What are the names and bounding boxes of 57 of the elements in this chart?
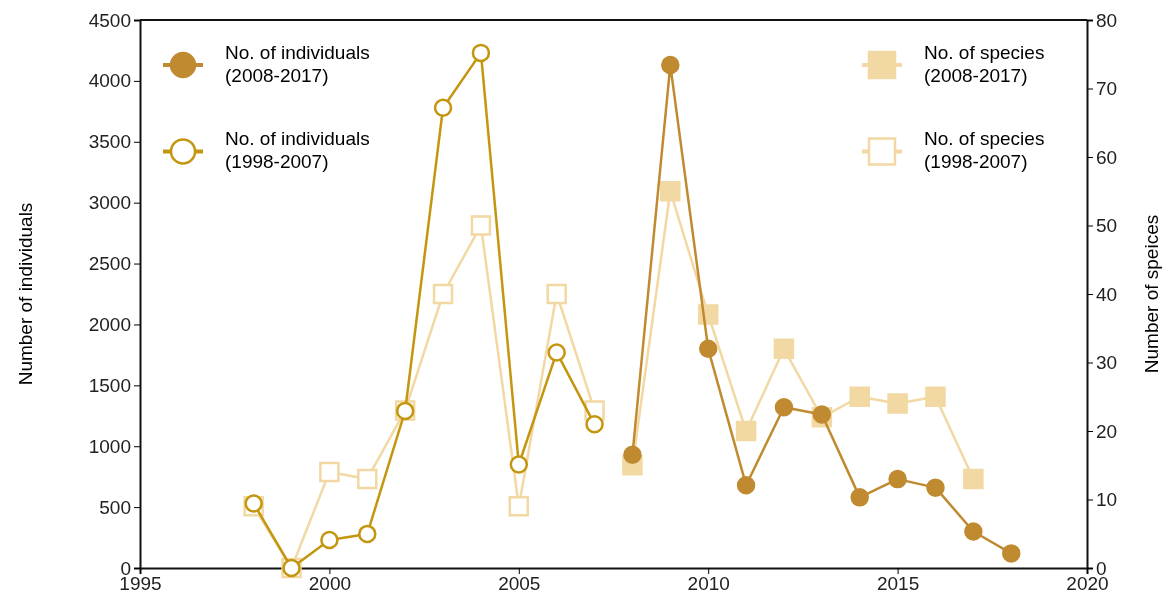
- point: [547, 343, 566, 362]
- point: [964, 522, 983, 541]
- y2-tick-label: 30: [1096, 352, 1118, 374]
- y-tick-label: 1000: [88, 435, 131, 457]
- y2-tick-label: 40: [1096, 283, 1118, 305]
- point: [888, 469, 907, 489]
- x-tick-label: 2015: [876, 573, 920, 595]
- x-tick-label: 2005: [498, 573, 541, 595]
- point: [546, 283, 567, 305]
- y2-axis-title: Number of speices: [1141, 214, 1162, 374]
- y-tick-label: 4500: [88, 9, 131, 31]
- point: [585, 415, 604, 434]
- point: [509, 455, 529, 474]
- legend-label: No. of individuals (1998-2007): [225, 128, 370, 173]
- point: [433, 98, 453, 117]
- point: [926, 478, 945, 497]
- y2-tick-label: 80: [1096, 9, 1118, 31]
- point: [849, 386, 870, 407]
- point: [319, 461, 340, 483]
- point: [432, 283, 454, 305]
- point: [736, 475, 756, 495]
- point: [963, 468, 984, 490]
- point: [774, 398, 794, 417]
- point: [661, 55, 680, 75]
- point: [850, 488, 869, 507]
- x-tick-label: 2010: [687, 573, 730, 595]
- y2-tick-label: 60: [1096, 146, 1118, 168]
- point: [773, 338, 795, 360]
- point: [623, 445, 642, 464]
- y2-tick-label: 20: [1096, 420, 1118, 442]
- y2-tick-label: 70: [1096, 78, 1118, 100]
- legend-label: No. of species (2008-2017): [924, 42, 1045, 86]
- point: [925, 386, 946, 407]
- legend-label: No. of species (1998-2007): [924, 128, 1045, 173]
- y-tick-label: 1500: [88, 374, 131, 396]
- point: [320, 530, 339, 550]
- y2-tick-label: 10: [1096, 489, 1118, 511]
- y-tick-label: 3000: [88, 192, 131, 214]
- y-tick-label: 2500: [88, 253, 131, 275]
- x-tick-label: 2000: [308, 573, 352, 595]
- y2-tick-label: 50: [1096, 215, 1118, 237]
- point: [358, 524, 377, 544]
- y-tick-label: 3500: [88, 131, 131, 153]
- y-axis-title: Number of individuals: [15, 202, 36, 386]
- y-tick-label: 2000: [88, 314, 131, 336]
- y-tick-label: 4000: [88, 70, 131, 92]
- point: [887, 393, 908, 414]
- point: [470, 215, 492, 236]
- legend-label: No. of individuals (2008-2017): [225, 42, 370, 86]
- point: [735, 420, 757, 442]
- y-tick-label: 500: [99, 496, 131, 518]
- point: [660, 181, 681, 202]
- point: [508, 496, 530, 517]
- point: [471, 43, 491, 63]
- point: [1001, 544, 1021, 563]
- point: [357, 468, 378, 490]
- point: [698, 339, 718, 359]
